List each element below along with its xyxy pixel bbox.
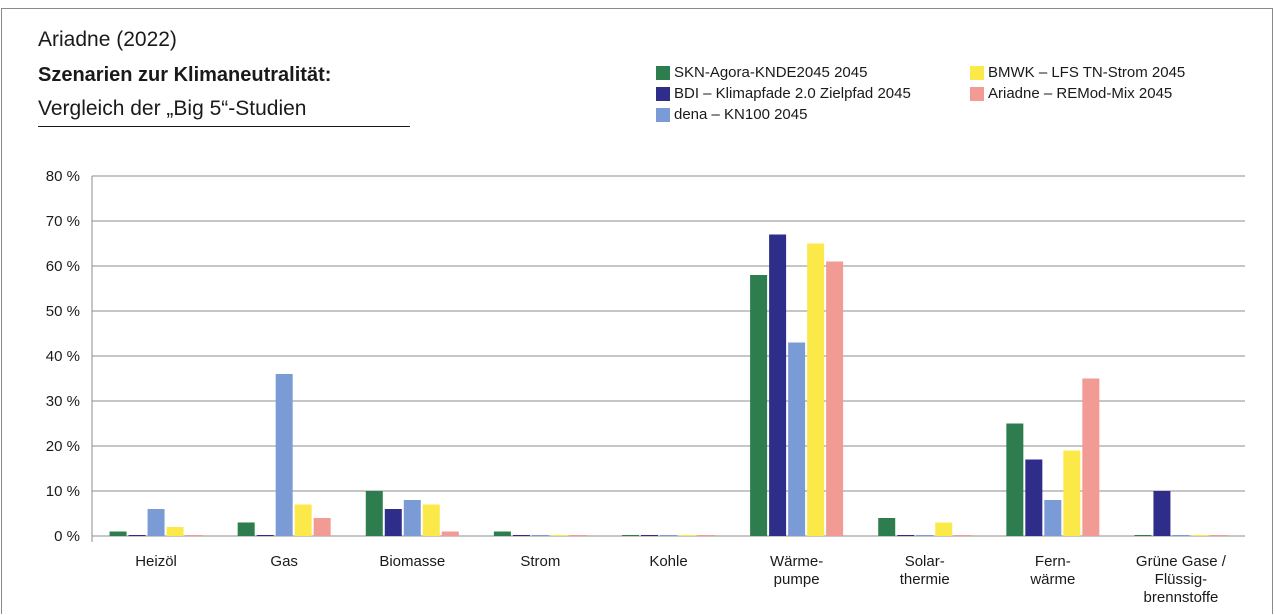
legend-label: Ariadne – REMod-Mix 2045	[988, 85, 1173, 102]
y-tick-label: 0 %	[54, 528, 80, 545]
y-tick-label: 30 %	[46, 393, 80, 410]
bar	[128, 535, 146, 536]
x-tick-label: Biomasse	[379, 553, 445, 570]
bar	[109, 531, 127, 536]
x-tick-label: Gas	[270, 553, 298, 570]
bar	[441, 531, 459, 536]
x-tick-label: Kohle	[649, 553, 687, 570]
y-tick-label: 80 %	[46, 168, 80, 185]
y-tick-label: 50 %	[46, 303, 80, 320]
legend-label: SKN-Agora-KNDE2045 2045	[674, 64, 868, 81]
bar	[531, 535, 549, 536]
legend-item-skn-agora: SKN-Agora-KNDE2045 2045	[656, 64, 867, 81]
bar	[1191, 535, 1209, 536]
chart-subtitle: Vergleich der „Big 5“-Studien	[38, 97, 307, 120]
legend-item-dena: dena – KN100 2045	[656, 106, 807, 123]
bar	[769, 234, 787, 536]
y-tick-label: 70 %	[46, 213, 80, 230]
bar	[660, 535, 677, 536]
chart-frame	[1, 8, 1273, 614]
legend-swatch	[970, 86, 984, 101]
bar	[147, 509, 165, 536]
bar	[422, 504, 440, 536]
bar	[897, 535, 915, 536]
bar	[641, 535, 658, 536]
bar	[622, 535, 639, 536]
bar	[1082, 378, 1100, 536]
x-tick-label: Wärme-pumpe	[770, 553, 823, 588]
y-tick-label: 60 %	[46, 258, 80, 275]
x-tick-label: Heizöl	[135, 553, 177, 570]
bar	[275, 374, 293, 536]
bar	[569, 535, 587, 536]
legend-label: BDI – Klimapfade 2.0 Zielpfad 2045	[674, 85, 911, 102]
bar	[807, 243, 825, 536]
bar	[1134, 535, 1152, 536]
bar	[313, 518, 331, 536]
bar	[679, 535, 696, 536]
bar	[1153, 491, 1171, 536]
x-tick-label: Grüne Gase / Flüssig-brennstoffe	[1136, 553, 1227, 606]
legend-label: BMWK – LFS TN-Strom 2045	[988, 64, 1186, 81]
legend-label: dena – KN100 2045	[674, 106, 808, 123]
bar	[384, 509, 402, 536]
bar	[1172, 535, 1190, 536]
bar	[493, 531, 511, 536]
legend-swatch	[656, 65, 670, 80]
bar	[403, 500, 421, 536]
bar	[256, 535, 274, 536]
bar	[750, 275, 768, 536]
legend-item-bmwk: BMWK – LFS TN-Strom 2045	[970, 64, 1185, 81]
legend-swatch	[656, 86, 670, 101]
bar	[788, 342, 806, 536]
bar	[185, 535, 203, 536]
bar	[878, 518, 896, 536]
bar	[1025, 459, 1043, 536]
bar	[365, 491, 383, 536]
bar	[1210, 535, 1228, 536]
bar	[294, 504, 312, 536]
x-tick-label: Strom	[520, 553, 560, 570]
bar	[954, 535, 972, 536]
bar	[237, 522, 255, 536]
legend-swatch	[656, 107, 670, 122]
bar	[1044, 500, 1062, 536]
y-tick-label: 10 %	[46, 483, 80, 500]
y-tick-label: 40 %	[46, 348, 80, 365]
bar	[550, 535, 568, 536]
bar	[166, 527, 184, 536]
legend-swatch	[970, 65, 984, 80]
y-tick-label: 20 %	[46, 438, 80, 455]
bar	[935, 522, 953, 536]
bar	[1006, 423, 1024, 536]
bar	[512, 535, 530, 536]
bar	[1063, 450, 1081, 536]
bar	[826, 261, 844, 536]
legend-item-bdi: BDI – Klimapfade 2.0 Zielpfad 2045	[656, 85, 911, 102]
bar	[916, 535, 934, 536]
x-tick-label: Solar-thermie	[900, 553, 950, 588]
bar	[698, 535, 715, 536]
x-tick-label: Fern-wärme	[1029, 553, 1075, 588]
source-title: Ariadne (2022)	[38, 28, 177, 51]
legend-item-ariadne: Ariadne – REMod-Mix 2045	[970, 85, 1172, 102]
title-underline	[38, 126, 410, 127]
chart-title: Szenarien zur Klimaneutralität:	[38, 64, 332, 86]
